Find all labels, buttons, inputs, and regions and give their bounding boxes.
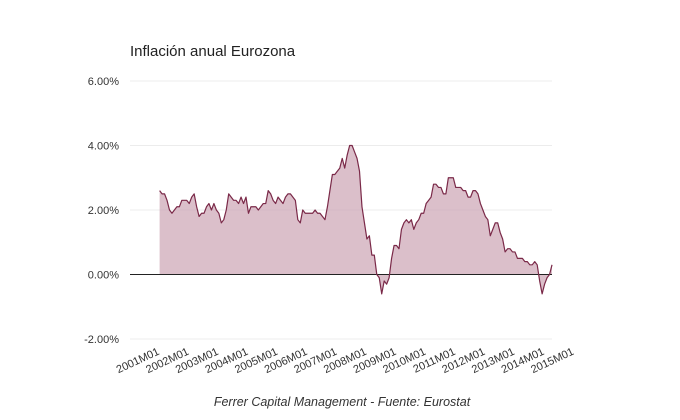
chart-title: Inflación anual Eurozona (130, 43, 296, 60)
y-tick-label: 4.00% (88, 141, 119, 153)
area-series (130, 144, 553, 295)
area-fill (159, 145, 553, 294)
series-line (159, 144, 553, 295)
y-tick-label: 0.00% (88, 270, 119, 282)
y-tick-label: -2.00% (84, 334, 119, 346)
x-axis-ticks: 2001M012002M012003M012004M012005M012006M… (115, 346, 576, 376)
source-note: Ferrer Capital Management - Fuente: Euro… (214, 395, 471, 409)
y-axis-ticks: -2.00% 0.00% 2.00% 4.00% 6.00% (84, 76, 119, 346)
y-tick-label: 2.00% (88, 205, 119, 217)
y-tick-label: 6.00% (88, 76, 119, 88)
